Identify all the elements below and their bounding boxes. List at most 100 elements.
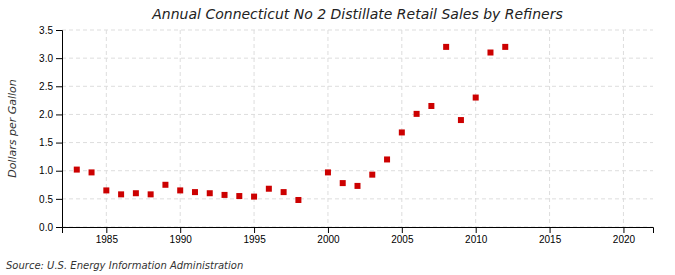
point: [355, 183, 361, 189]
y-tick-mark: [56, 171, 62, 172]
y-axis: 0.0 0.5 1.0 1.5 2.0 2.5 3.0 3.5: [39, 25, 62, 233]
y-grid-line: [62, 142, 653, 143]
point: [266, 186, 272, 192]
y-tick-mark: [56, 199, 62, 200]
x-tick-mark: [254, 227, 255, 233]
point: [177, 187, 183, 193]
y-tick-label: 2.5: [39, 81, 53, 92]
point: [74, 167, 80, 173]
point: [340, 180, 346, 186]
point: [192, 189, 198, 195]
x-tick-mark: [402, 227, 403, 233]
x-tick: 1990: [170, 227, 193, 245]
y-tick-label: 0.5: [39, 194, 53, 205]
x-tick: 1995: [243, 227, 266, 245]
y-axis-title: Dollars per Gallon: [6, 79, 19, 178]
y-tick-mark: [56, 58, 62, 59]
x-tick-label: 2000: [317, 234, 340, 245]
y-tick: 3.5: [39, 25, 62, 36]
point: [399, 129, 405, 135]
x-tick: 2020: [613, 227, 636, 245]
x-grid-line: [623, 30, 624, 227]
y-tick-label: 3.5: [39, 25, 53, 36]
y-tick-mark: [56, 86, 62, 87]
x-tick-label: 2005: [391, 234, 414, 245]
y-tick: 3.0: [39, 53, 62, 64]
point: [207, 190, 213, 196]
y-tick-mark: [56, 30, 62, 31]
grid: [62, 30, 653, 227]
x-grid-line: [475, 30, 476, 227]
point: [295, 197, 301, 203]
point: [118, 191, 124, 197]
x-tick: 2000: [317, 227, 340, 245]
y-grid-line: [62, 198, 653, 199]
title: Annual Connecticut No 2 Distillate Retai…: [151, 6, 562, 22]
y-tick-label: 3.0: [39, 53, 53, 64]
chart-container: 1985 1990 1995 2000 2005 2010 2015 2020 0.0 0.5 1.…: [0, 0, 675, 275]
y-tick: 1.0: [39, 165, 62, 176]
x-tick-mark: [106, 227, 107, 233]
points: [74, 44, 508, 203]
point: [487, 50, 493, 56]
x-tick-mark: [180, 227, 181, 233]
y-tick-label: 0.0: [39, 222, 53, 233]
point: [443, 44, 449, 50]
x-tick-label: 2010: [465, 234, 488, 245]
x-tick-label: 1995: [243, 234, 266, 245]
x-grid-line: [549, 30, 550, 227]
point: [428, 103, 434, 109]
x-grid-line: [106, 30, 107, 227]
point: [133, 190, 139, 196]
x-tick-label: 1985: [96, 234, 119, 245]
point: [281, 189, 287, 195]
y-tick-mark: [56, 227, 62, 228]
y-grid-line: [62, 58, 653, 59]
x-grid-line: [401, 30, 402, 227]
point: [458, 117, 464, 123]
point: [103, 187, 109, 193]
x-grid-line: [327, 30, 328, 227]
point: [89, 169, 95, 175]
x-tick-mark: [623, 227, 624, 233]
x-tick-label: 1990: [170, 234, 193, 245]
x-tick: 2010: [465, 227, 488, 245]
y-axis-line: [56, 31, 63, 228]
x-tick-mark: [550, 227, 551, 233]
y-grid-line: [62, 170, 653, 171]
x-axis-line: [63, 228, 654, 234]
x-tick: 2005: [391, 227, 414, 245]
y-tick-label: 1.0: [39, 165, 53, 176]
y-tick-label: 2.0: [39, 109, 53, 120]
y-tick: 0.5: [39, 194, 62, 205]
annotation: Source: U.S. Energy Information Administ…: [6, 260, 243, 271]
y-grid-line: [62, 30, 653, 31]
x-grid-line: [180, 30, 181, 227]
y-tick-mark: [56, 114, 62, 115]
x-tick: 1985: [96, 227, 119, 245]
point: [384, 156, 390, 162]
point: [369, 172, 375, 178]
x-tick-label: 2015: [539, 234, 562, 245]
y-grid-line: [62, 114, 653, 115]
point: [502, 44, 508, 50]
point: [325, 169, 331, 175]
point: [414, 111, 420, 117]
y-tick: 2.5: [39, 81, 62, 92]
x-tick: 2015: [539, 227, 562, 245]
plot-area: 1985 1990 1995 2000 2005 2010 2015 2020 0.0 0.5 1.…: [39, 25, 653, 245]
point: [236, 193, 242, 199]
point: [251, 194, 257, 200]
point: [162, 182, 168, 188]
point: [473, 95, 479, 101]
y-tick-label: 1.5: [39, 137, 53, 148]
y-tick: 0.0: [39, 222, 62, 233]
chart: 1985 1990 1995 2000 2005 2010 2015 2020 0.0 0.5 1.…: [0, 0, 675, 275]
x-tick-mark: [476, 227, 477, 233]
y-tick: 2.0: [39, 109, 62, 120]
point: [148, 191, 154, 197]
point: [222, 192, 228, 198]
y-tick: 1.5: [39, 137, 62, 148]
y-grid-line: [62, 86, 653, 87]
x-axis: 1985 1990 1995 2000 2005 2010 2015 2020: [63, 227, 654, 245]
